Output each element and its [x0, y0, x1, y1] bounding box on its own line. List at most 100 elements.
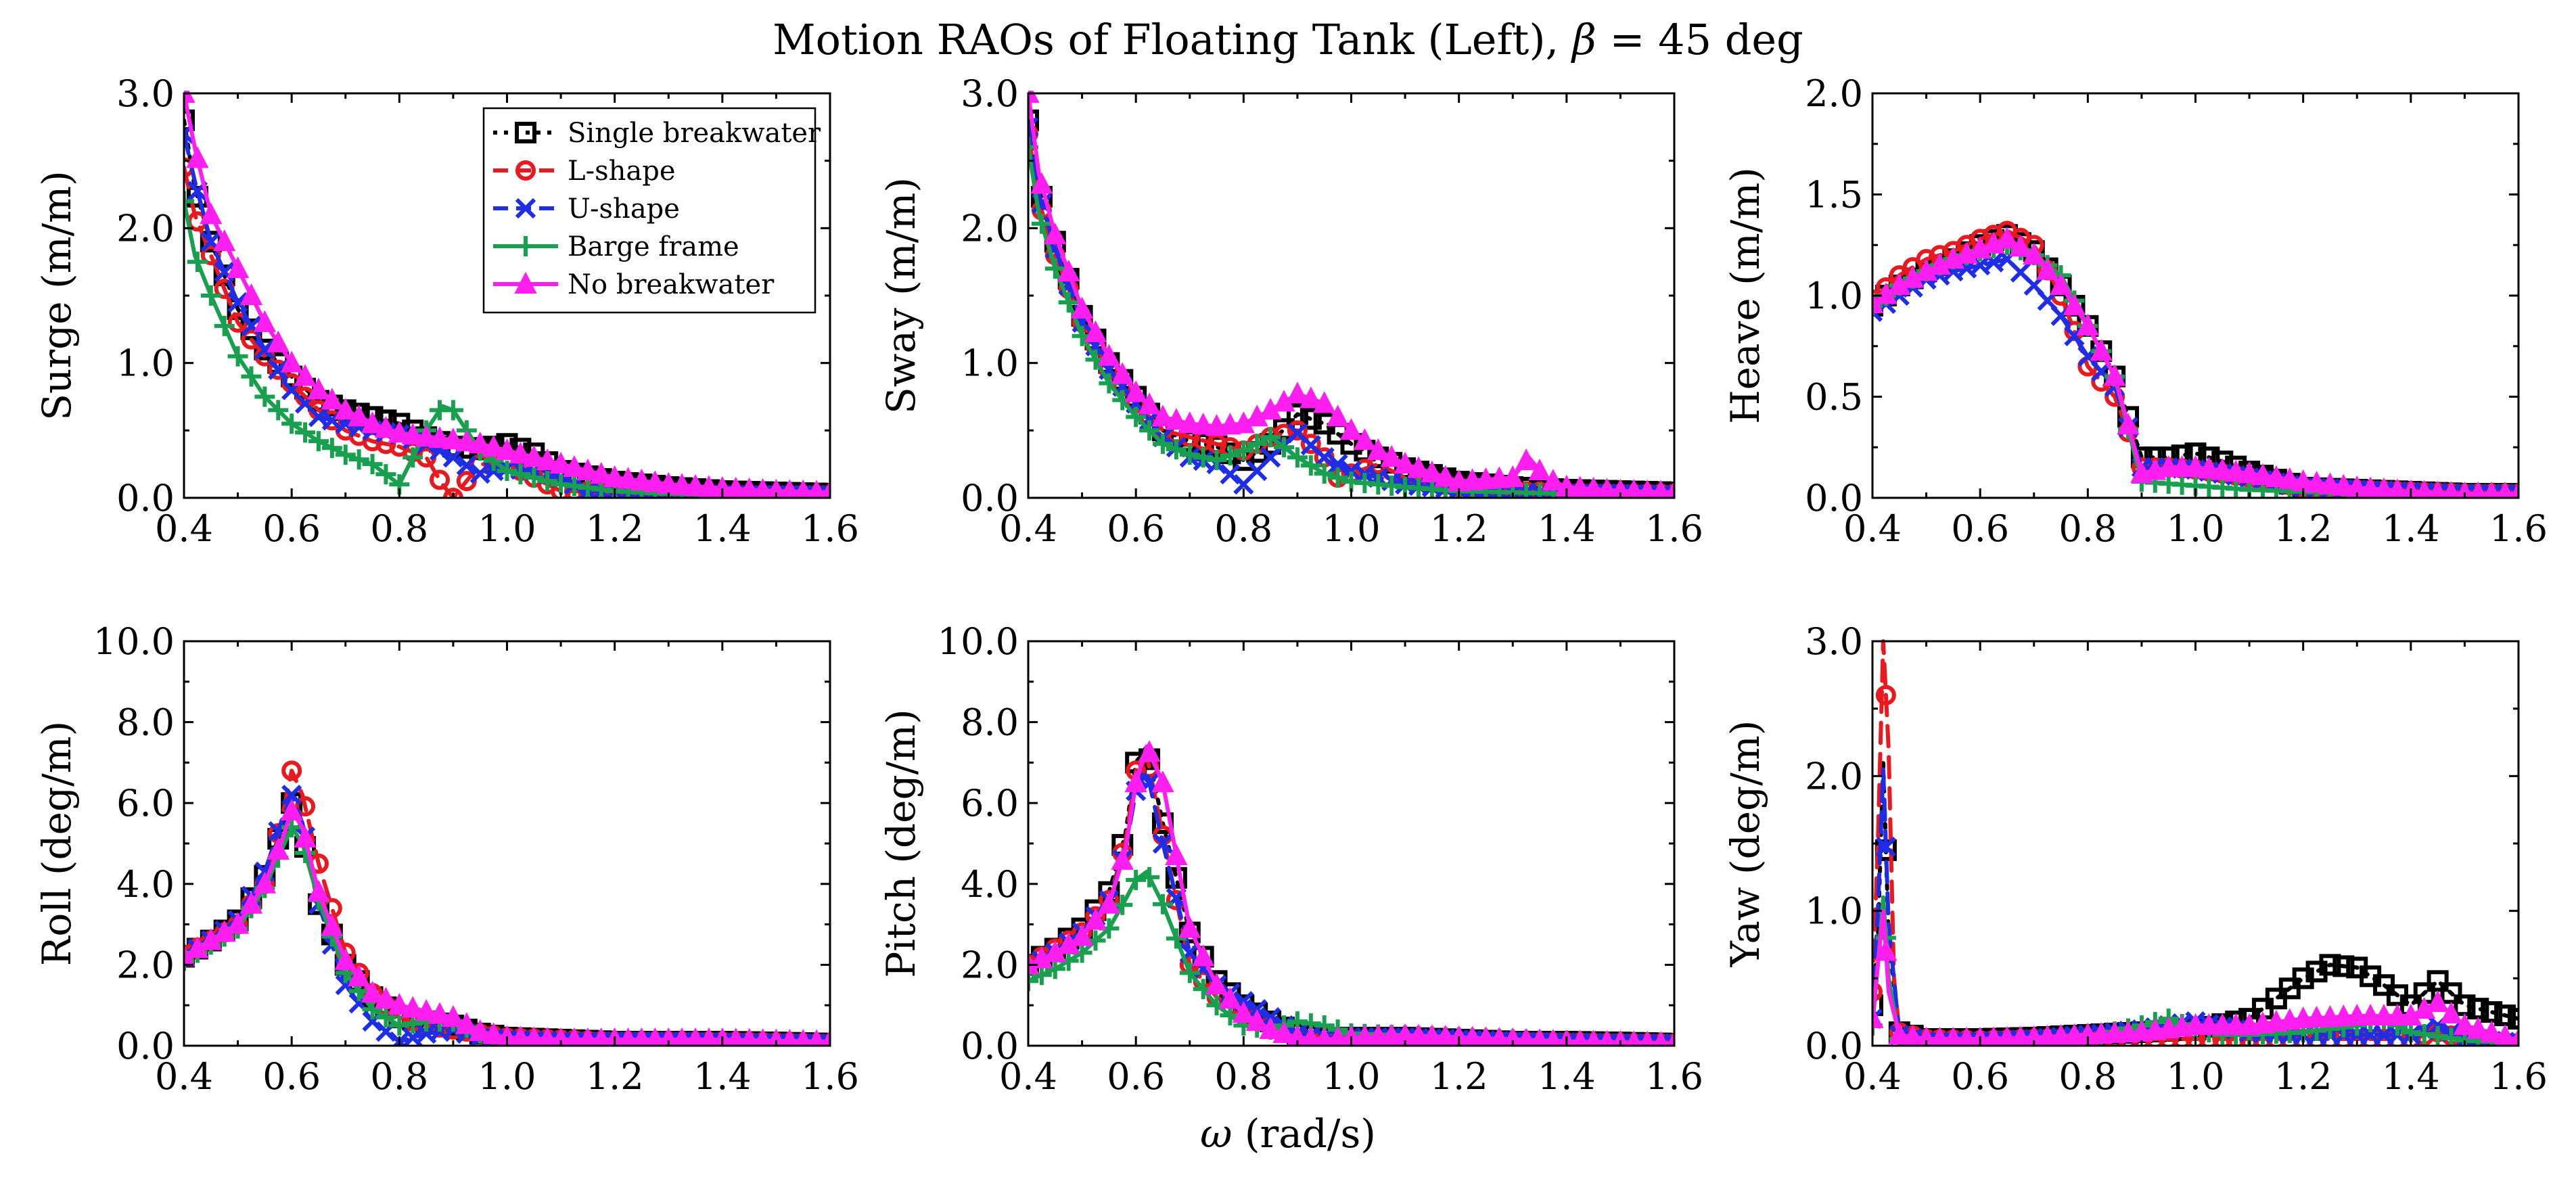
- data-point-surge-no-breakwater: [549, 451, 572, 474]
- data-point-pitch-no-breakwater: [1489, 1027, 1509, 1046]
- y-tick-label-yaw: 3.0: [1805, 620, 1863, 663]
- data-point-yaw-no-breakwater: [2023, 1025, 2045, 1046]
- data-point-surge-l-shape: [442, 488, 463, 498]
- x-tick-label-pitch: 0.6: [1107, 1055, 1165, 1098]
- data-point-yaw-no-breakwater: [2184, 1013, 2207, 1036]
- data-point-heave-u-shape: [2508, 483, 2518, 498]
- data-point-heave-no-breakwater: [2318, 472, 2342, 494]
- data-point-roll-no-breakwater: [740, 1027, 759, 1046]
- data-point-yaw-no-breakwater: [2211, 1013, 2234, 1036]
- data-point-surge-no-breakwater: [253, 310, 277, 332]
- x-axis-label: ω (rad/s): [1200, 1111, 1376, 1157]
- legend-label-barge-frame: Barge frame: [568, 231, 739, 262]
- data-point-surge-u-shape: [254, 339, 275, 360]
- x-tick-label-heave: 1.0: [2167, 507, 2225, 550]
- legend: Single breakwater L-shape U-shape Barge fra…: [482, 107, 821, 314]
- data-point-pitch-u-shape: [1663, 1033, 1674, 1046]
- data-point-surge-barge-frame: [281, 413, 302, 434]
- data-point-surge-u-shape: [268, 359, 289, 380]
- data-point-pitch-no-breakwater: [1598, 1029, 1615, 1046]
- y-tick-label-surge: 2.0: [116, 207, 175, 250]
- data-point-pitch-no-breakwater: [1530, 1028, 1549, 1046]
- data-point-sway-no-breakwater: [1084, 320, 1107, 342]
- x-tick-label-pitch: 0.4: [999, 1055, 1057, 1098]
- y-axis-label-surge: Surge (m/m): [34, 170, 80, 421]
- legend-label-single-breakwater: Single breakwater: [568, 118, 821, 149]
- data-point-sway-no-breakwater: [1624, 479, 1644, 498]
- data-point-heave-no-breakwater: [2429, 480, 2447, 498]
- data-point-sway-no-breakwater: [1097, 344, 1121, 366]
- x-tick-label-roll: 0.6: [262, 1055, 321, 1098]
- data-point-sway-no-breakwater: [1515, 448, 1538, 471]
- data-point-yaw-u-shape: [1875, 836, 1897, 858]
- data-point-pitch-no-breakwater: [1462, 1025, 1483, 1046]
- y-tick-label-heave: 1.5: [1805, 174, 1863, 216]
- x-tick-label-sway: 1.4: [1538, 507, 1596, 550]
- data-point-pitch-no-breakwater: [1639, 1030, 1655, 1046]
- data-point-yaw-no-breakwater: [2372, 1003, 2395, 1026]
- x-tick-label-pitch: 1.4: [1538, 1055, 1596, 1098]
- data-point-surge-barge-frame: [184, 191, 194, 212]
- data-point-yaw-no-breakwater: [1943, 1026, 1963, 1046]
- data-point-heave-no-breakwater: [2049, 273, 2073, 296]
- data-point-roll-no-breakwater: [415, 998, 438, 1021]
- data-point-sway-no-breakwater: [1582, 476, 1605, 498]
- data-point-yaw-no-breakwater: [2224, 1013, 2247, 1036]
- data-point-heave-no-breakwater: [2305, 471, 2328, 493]
- plot-area-heave: [1872, 221, 2518, 498]
- y-tick-label-roll: 4.0: [116, 863, 175, 906]
- data-point-roll-no-breakwater: [767, 1028, 785, 1046]
- data-point-sway-no-breakwater: [1434, 465, 1457, 487]
- data-point-surge-barge-frame: [295, 422, 316, 443]
- data-point-surge-no-breakwater: [280, 350, 303, 373]
- data-point-pitch-no-breakwater: [1475, 1026, 1496, 1046]
- data-point-surge-no-breakwater: [576, 458, 599, 481]
- data-point-surge-barge-frame: [187, 252, 208, 273]
- y-tick-label-yaw: 1.0: [1805, 890, 1863, 933]
- data-point-yaw-no-breakwater: [2509, 1027, 2518, 1046]
- x-tick-label-pitch: 1.0: [1322, 1055, 1381, 1098]
- data-point-sway-barge-frame: [1206, 450, 1227, 471]
- data-point-surge-no-breakwater: [267, 330, 290, 352]
- data-point-surge-no-breakwater: [724, 476, 747, 498]
- data-point-yaw-no-breakwater: [2359, 1003, 2382, 1026]
- x-tick-label-heave: 0.6: [1951, 507, 2009, 550]
- data-point-roll-no-breakwater: [524, 1026, 545, 1046]
- y-tick-label-sway: 0.0: [961, 477, 1019, 519]
- subplot-roll: 0.4 0.6 0.8 1.0 1.2 1.4 1.6 0.0 2.0 4.0 6.0 8.0 10.0…: [34, 620, 859, 1098]
- data-point-surge-barge-frame: [321, 438, 342, 459]
- x-tick-label-heave: 0.4: [1843, 507, 1902, 550]
- data-point-pitch-no-breakwater: [1327, 1026, 1348, 1046]
- data-point-sway-barge-frame: [1274, 437, 1295, 458]
- data-point-surge-no-breakwater: [348, 404, 371, 427]
- data-point-surge-single-breakwater: [184, 109, 195, 131]
- data-point-pitch-no-breakwater: [1653, 1031, 1669, 1046]
- data-point-surge-barge-frame: [375, 464, 396, 485]
- data-point-roll-no-breakwater: [280, 798, 303, 821]
- data-point-heave-no-breakwater: [2387, 478, 2408, 498]
- data-point-sway-barge-frame: [1193, 447, 1214, 468]
- data-point-pitch-no-breakwater: [1111, 848, 1134, 870]
- data-point-yaw-no-breakwater: [2010, 1025, 2031, 1046]
- data-point-surge-u-shape: [227, 292, 248, 313]
- data-point-yaw-no-breakwater: [1983, 1026, 2004, 1046]
- y-tick-label-heave: 1.0: [1805, 275, 1863, 317]
- legend-marker-single-breakwater: [515, 122, 536, 143]
- data-point-roll-no-breakwater: [307, 879, 330, 902]
- data-point-heave-no-breakwater: [2251, 463, 2274, 486]
- y-axis-label-roll: Roll (deg/m): [34, 721, 80, 967]
- data-point-surge-no-breakwater: [766, 478, 786, 498]
- data-point-sway-barge-frame: [1126, 407, 1147, 427]
- x-tick-label-surge: 0.8: [370, 507, 428, 550]
- x-tick-label-sway: 1.6: [1645, 507, 1703, 550]
- data-point-surge-barge-frame: [402, 447, 423, 468]
- data-point-surge-no-breakwater: [294, 364, 317, 386]
- data-point-sway-barge-frame: [1166, 439, 1187, 460]
- data-point-roll-no-breakwater: [632, 1027, 651, 1046]
- data-point-heave-no-breakwater: [2415, 480, 2434, 498]
- data-point-roll-no-breakwater: [267, 837, 290, 860]
- data-point-sway-l-shape: [1300, 434, 1321, 455]
- data-point-surge-no-breakwater: [794, 479, 813, 498]
- data-point-pitch-no-breakwater: [1259, 1017, 1282, 1040]
- data-point-heave-no-breakwater: [2278, 467, 2301, 490]
